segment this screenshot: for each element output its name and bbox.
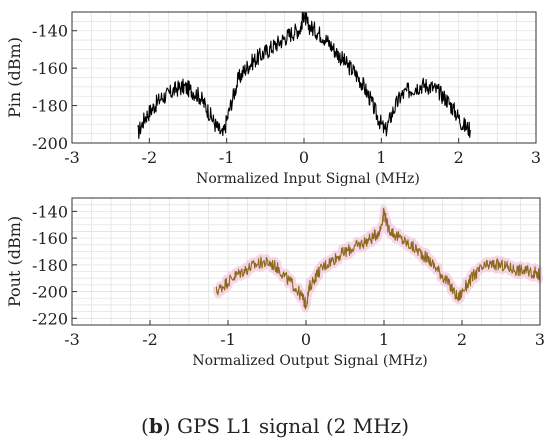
x-tick-label: 3 — [531, 148, 541, 167]
y-axis: -200 -180 -160 -140 Pin (dBm) — [5, 22, 77, 153]
x-tick-label: -1 — [220, 330, 236, 349]
series-line — [137, 11, 471, 140]
x-axis-label: Normalized Input Signal (MHz) — [196, 171, 420, 187]
y-tick-label: -220 — [32, 309, 68, 328]
x-axis-label: Normalized Output Signal (MHz) — [192, 353, 427, 369]
x-tick-label: 1 — [379, 330, 389, 349]
x-tick-label: 2 — [457, 330, 467, 349]
x-tick-label: 3 — [535, 330, 545, 349]
y-tick-label: -160 — [32, 59, 68, 78]
x-tick-label: 0 — [299, 148, 309, 167]
y-axis: -220 -200 -180 -160 -140 Pout (dBm) — [5, 202, 77, 328]
y-tick-label: -160 — [32, 229, 68, 248]
y-axis-label: Pout (dBm) — [5, 216, 24, 307]
y-tick-label: -140 — [32, 202, 68, 221]
x-tick-label: -1 — [219, 148, 235, 167]
x-tick-label: 0 — [301, 330, 311, 349]
series-line — [215, 208, 541, 310]
figure-caption: (b) GPS L1 signal (2 MHz) — [141, 414, 409, 438]
caption-text: GPS L1 signal (2 MHz) — [176, 414, 409, 438]
y-tick-label: -200 — [32, 283, 68, 302]
y-tick-label: -180 — [32, 97, 68, 116]
x-tick-label: 1 — [376, 148, 386, 167]
y-tick-label: -140 — [32, 22, 68, 41]
x-tick-label: -3 — [64, 330, 80, 349]
x-axis: -3 -2 -1 0 1 2 3 Normalized Output Signal (MHz) — [64, 320, 545, 369]
caption-label: b — [148, 414, 163, 438]
y-tick-label: -200 — [32, 134, 68, 153]
bottom-chart: -3 -2 -1 0 1 2 3 Normalized Output Signal (MHz)… — [5, 197, 545, 369]
x-tick-label: 2 — [454, 148, 464, 167]
x-tick-label: -2 — [142, 330, 158, 349]
x-tick-label: -2 — [142, 148, 158, 167]
x-axis: -3 -2 -1 0 1 2 3 Normalized Input Signal (MHz) — [64, 138, 541, 187]
y-tick-label: -180 — [32, 256, 68, 275]
y-axis-label: Pin (dBm) — [5, 37, 24, 118]
x-tick-label: -3 — [64, 148, 80, 167]
